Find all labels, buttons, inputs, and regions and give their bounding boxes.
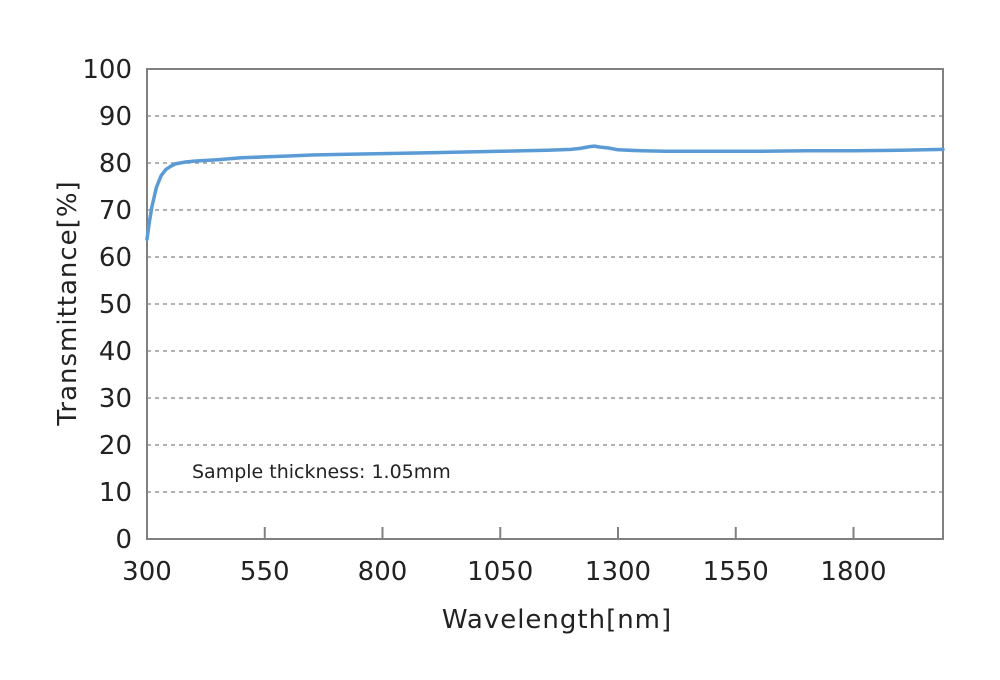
y-tick-label-90: 90 bbox=[99, 102, 132, 132]
x-axis-ticks: 300 550 800 1050 1300 1550 1800 bbox=[122, 527, 887, 587]
y-tick-label-0: 0 bbox=[115, 525, 132, 555]
y-tick-label-20: 20 bbox=[99, 431, 132, 461]
y-tick-label-80: 80 bbox=[99, 149, 132, 179]
y-tick-label-40: 40 bbox=[99, 337, 132, 367]
x-tick-label-1550: 1550 bbox=[703, 557, 769, 587]
y-tick-label-30: 30 bbox=[99, 384, 132, 414]
y-tick-label-10: 10 bbox=[99, 478, 132, 508]
x-tick-label-800: 800 bbox=[358, 557, 408, 587]
y-axis-label: Transmittance[%] bbox=[53, 180, 83, 426]
y-tick-label-100: 100 bbox=[82, 55, 132, 85]
y-axis-ticks: 0 10 20 30 40 50 60 70 80 90 100 bbox=[82, 55, 132, 555]
x-tick-label-1300: 1300 bbox=[585, 557, 651, 587]
transmittance-line bbox=[145, 144, 945, 241]
plot-frame bbox=[146, 68, 944, 540]
x-tick-label-1800: 1800 bbox=[820, 557, 886, 587]
sample-thickness-annotation: Sample thickness: 1.05mm bbox=[192, 461, 451, 483]
grid-lines bbox=[147, 115, 943, 493]
x-tick-label-550: 550 bbox=[240, 557, 290, 587]
x-tick-label-300: 300 bbox=[122, 557, 172, 587]
x-axis-label: Wavelength[nm] bbox=[442, 605, 672, 635]
y-tick-label-70: 70 bbox=[99, 196, 132, 226]
y-tick-label-60: 60 bbox=[99, 243, 132, 273]
y-tick-label-50: 50 bbox=[99, 290, 132, 320]
x-tick-label-1050: 1050 bbox=[467, 557, 533, 587]
